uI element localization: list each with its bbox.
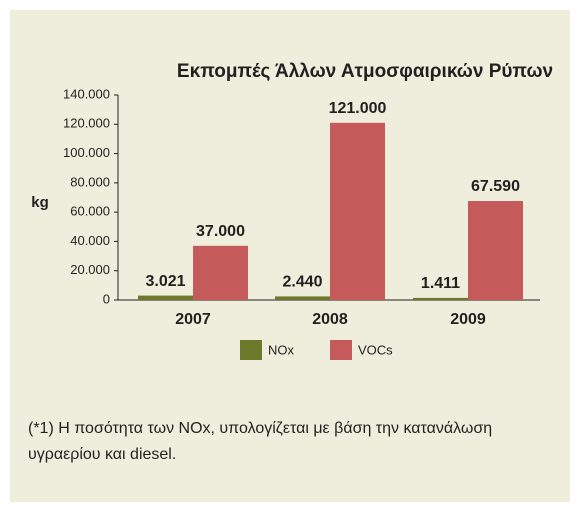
chart: Εκπομπές Άλλων Ατμοσφαιρικών Ρύπων kg 0 2…	[31, 61, 553, 360]
y-axis-label: kg	[31, 194, 49, 211]
y-tick-label: 120.000	[63, 116, 110, 131]
legend-swatch	[240, 340, 262, 360]
bar	[138, 295, 193, 300]
y-tick-label: 0	[103, 291, 110, 306]
y-tick-label: 20.000	[70, 262, 110, 277]
bar	[330, 122, 385, 300]
bar	[193, 245, 248, 300]
x-tick-label: 2008	[312, 311, 348, 328]
y-tick-label: 100.000	[63, 145, 110, 160]
x-tick-label: 2007	[175, 311, 211, 328]
y-tick-label: 140.000	[63, 86, 110, 101]
y-tick-label: 80.000	[70, 174, 110, 189]
chart-title: Εκπομπές Άλλων Ατμοσφαιρικών Ρύπων	[177, 61, 553, 82]
value-label: 3.021	[145, 273, 185, 290]
value-label: 67.590	[471, 178, 520, 195]
bar	[468, 201, 523, 300]
bar	[275, 296, 330, 300]
y-tick-label: 40.000	[70, 233, 110, 248]
legend-label: NOx	[268, 342, 295, 357]
bar	[413, 297, 468, 300]
footnote: (*1) Η ποσότητα των ΝΟx, υπολογίζεται με…	[28, 420, 493, 463]
value-label: 1.411	[421, 275, 460, 292]
legend-label: VOCs	[358, 342, 393, 357]
value-label: 2.440	[282, 274, 322, 291]
legend-swatch	[330, 340, 352, 360]
x-tick-label: 2009	[450, 311, 486, 328]
value-label: 37.000	[196, 223, 245, 240]
value-label: 121.000	[329, 100, 387, 117]
y-tick-label: 60.000	[70, 204, 110, 219]
